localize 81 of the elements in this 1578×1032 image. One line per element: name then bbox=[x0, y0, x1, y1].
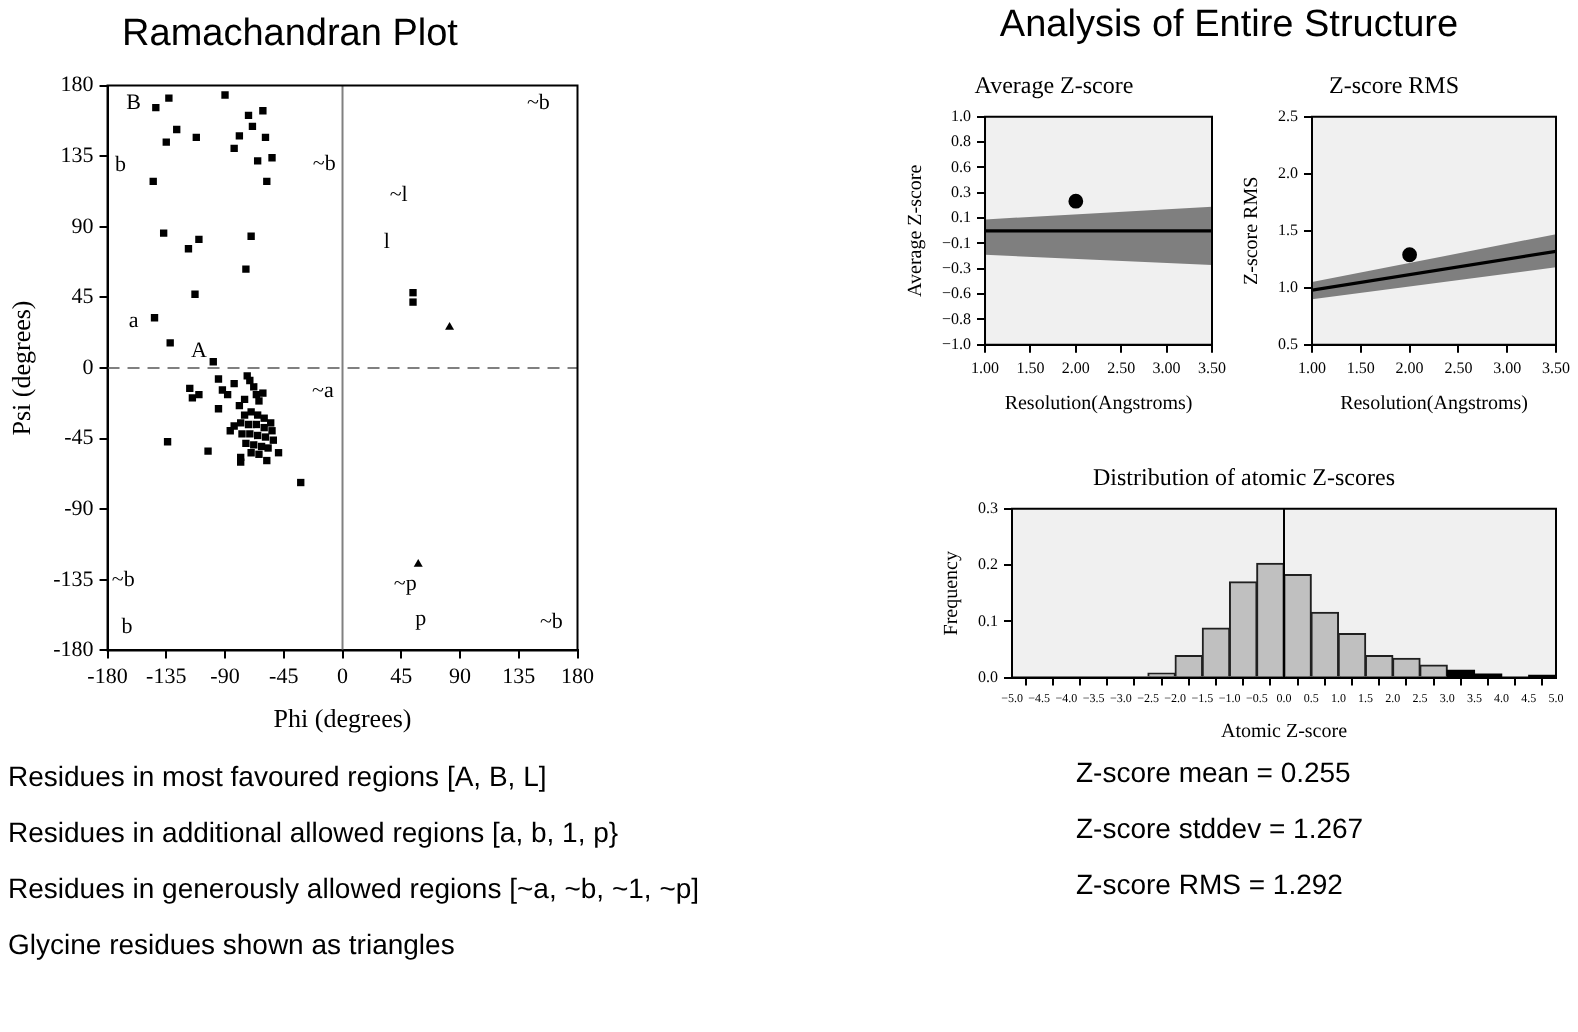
y-tick-label: 0.8 bbox=[951, 132, 972, 151]
chart-title: Ramachandran Plot bbox=[122, 13, 460, 56]
y-tick-label: 1.0 bbox=[951, 106, 972, 125]
x-tick-label: 3.00 bbox=[1493, 358, 1522, 377]
x-tick-label: -45 bbox=[269, 665, 300, 690]
y-axis-title: Average Z-score bbox=[905, 163, 928, 297]
text: Z-score RMS = 1.292 bbox=[1076, 868, 1343, 900]
chart-title: Z-score RMS bbox=[1329, 70, 1459, 99]
annotation: ~b bbox=[526, 90, 551, 115]
text: Glycine residues shown as triangles bbox=[8, 928, 455, 960]
text: Residues in most favoured regions [A, B, L] bbox=[8, 760, 547, 792]
x-tick-label: 1.50 bbox=[1346, 358, 1375, 377]
y-tick-label: -90 bbox=[64, 496, 95, 521]
y-tick-label: 1.5 bbox=[1278, 220, 1298, 239]
x-tick-label: 2.50 bbox=[1107, 358, 1136, 377]
annotation: ~b bbox=[111, 567, 136, 592]
x-tick-label: 2.50 bbox=[1444, 358, 1473, 377]
y-tick-label: 2.5 bbox=[1278, 106, 1298, 125]
y-tick-label: −0.3 bbox=[941, 258, 972, 277]
x-tick-label: -135 bbox=[146, 665, 188, 690]
annotation: ~p bbox=[393, 572, 418, 597]
y-tick-label: 0.3 bbox=[951, 183, 972, 202]
x-axis-title: Resolution(Angstroms) bbox=[1340, 393, 1528, 416]
y-tick-label: −0.8 bbox=[941, 309, 972, 328]
y-tick-label: 0.2 bbox=[978, 555, 998, 574]
x-tick-label: -180 bbox=[87, 665, 129, 690]
x-tick-label: 1.00 bbox=[971, 358, 1000, 377]
x-axis-title: Resolution(Angstroms) bbox=[1004, 393, 1193, 416]
y-tick-label: 0.1 bbox=[951, 208, 972, 227]
annotation: b bbox=[121, 614, 134, 639]
annotation: l bbox=[383, 230, 390, 255]
y-tick-label: 1.0 bbox=[1278, 277, 1298, 296]
chart-title: Average Z-score bbox=[974, 70, 1134, 99]
y-tick-label: 0.6 bbox=[951, 157, 972, 176]
text: Residues in additional allowed regions [a, b, 1, p} bbox=[8, 816, 619, 848]
y-tick-label: 0.3 bbox=[978, 498, 998, 517]
text: Z-score mean = 0.255 bbox=[1076, 756, 1351, 788]
x-tick-label: 90 bbox=[449, 665, 473, 690]
text: Residues in generously allowed regions [~a, ~b, ~1, ~p] bbox=[8, 872, 700, 904]
y-tick-label: 180 bbox=[60, 73, 95, 98]
y-tick-label: 0.1 bbox=[978, 611, 998, 630]
x-tick-label: 3.00 bbox=[1152, 358, 1181, 377]
x-tick-label: 45 bbox=[390, 665, 414, 690]
x-tick-label: 1.50 bbox=[1016, 358, 1045, 377]
annotation: p bbox=[415, 606, 428, 631]
y-tick-label: 2.0 bbox=[1278, 163, 1298, 182]
y-tick-label: -45 bbox=[64, 426, 95, 451]
y-axis-title: Z-score RMS bbox=[1241, 176, 1264, 285]
annotation: ~b bbox=[539, 609, 564, 634]
y-tick-label: −0.6 bbox=[941, 284, 972, 303]
x-tick-label: 3.50 bbox=[1198, 358, 1226, 377]
x-tick-label: 135 bbox=[502, 665, 537, 690]
x-tick-label: 2.00 bbox=[1395, 358, 1424, 377]
annotation: ~a bbox=[312, 379, 334, 404]
y-tick-label: −0.1 bbox=[941, 233, 972, 252]
x-tick-label: 180 bbox=[561, 665, 595, 690]
annotation: A bbox=[190, 338, 207, 363]
y-tick-label: -135 bbox=[53, 567, 95, 592]
y-tick-label: 45 bbox=[71, 285, 95, 310]
y-tick-label: 135 bbox=[60, 143, 95, 168]
annotation: b bbox=[115, 153, 128, 178]
x-tick-label: -90 bbox=[210, 665, 241, 690]
y-axis-title: Frequency bbox=[941, 550, 964, 636]
annotation: ~b bbox=[312, 151, 337, 176]
y-tick-label: 90 bbox=[71, 214, 95, 239]
x-tick-label: 1.00 bbox=[1298, 358, 1326, 377]
y-tick-label: 0.5 bbox=[1278, 334, 1298, 353]
annotation: a bbox=[128, 308, 139, 333]
y-axis-title: Psi (degrees) bbox=[6, 300, 37, 436]
x-tick-label: 3.50 bbox=[1542, 358, 1570, 377]
y-tick-label: -180 bbox=[53, 638, 95, 663]
x-axis-title: Phi (degrees) bbox=[273, 703, 412, 734]
x-tick-label: 0 bbox=[337, 665, 350, 690]
text: Analysis of Entire Structure bbox=[997, 4, 1461, 48]
annotation: ~l bbox=[389, 183, 408, 208]
annotation: B bbox=[126, 90, 141, 115]
text: Z-score stddev = 1.267 bbox=[1076, 812, 1364, 844]
x-tick-label: 2.00 bbox=[1061, 358, 1090, 377]
x-axis-title: Atomic Z-score bbox=[1220, 721, 1349, 744]
y-tick-label: −1.0 bbox=[941, 334, 972, 353]
chart-title: Distribution of atomic Z-scores bbox=[1093, 462, 1396, 491]
